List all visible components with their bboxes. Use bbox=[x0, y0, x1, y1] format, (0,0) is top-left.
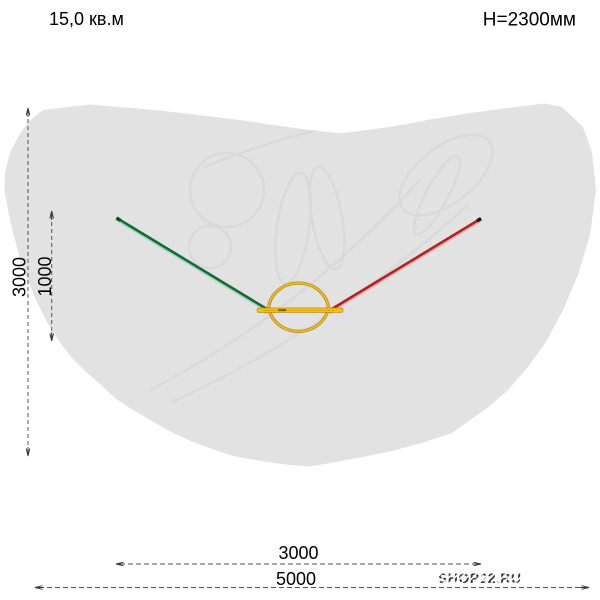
svg-text:3000: 3000 bbox=[10, 257, 30, 297]
svg-text:SHOP22.RU: SHOP22.RU bbox=[438, 570, 521, 586]
svg-text:5000: 5000 bbox=[276, 569, 316, 589]
svg-text:3000: 3000 bbox=[278, 543, 318, 563]
svg-text:Н=2300мм: Н=2300мм bbox=[483, 10, 576, 31]
svg-text:15,0 кв.м: 15,0 кв.м bbox=[49, 9, 124, 29]
svg-text:1000: 1000 bbox=[35, 256, 55, 296]
